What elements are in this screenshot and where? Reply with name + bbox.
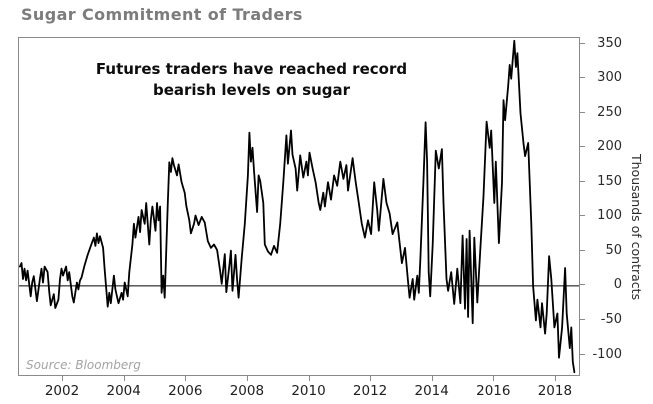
x-tick-label: 2004 [106,383,141,399]
x-tick-label: 2010 [291,383,326,399]
y-tick-label: 250 [597,104,622,120]
x-tick-mark [308,376,310,381]
x-tick-mark [431,376,433,381]
x-tick-label: 2018 [537,383,573,399]
y-tick-label: 0 [613,277,622,293]
y-tick-label: -50 [600,311,622,327]
annotation-text: Futures traders have reached record bear… [59,59,444,101]
y-tick-mark [580,353,585,355]
chart-title: Sugar Commitment of Traders [21,5,303,24]
y-tick-label: 150 [597,173,622,189]
y-tick-mark [580,284,585,286]
y-tick-label: 100 [597,208,622,224]
plot-area: Futures traders have reached record bear… [18,37,580,376]
line-plot [19,39,579,374]
x-tick-mark [62,376,63,381]
x-tick-mark [123,376,125,381]
x-tick-label: 2002 [44,383,80,399]
x-tick-mark [185,376,187,381]
y-tick-mark [580,111,585,113]
y-tick-mark [580,42,585,44]
x-tick-label: 2014 [414,383,449,399]
series-line [19,39,576,374]
source-label: Source: Bloomberg [26,358,141,372]
y-tick-mark [580,77,585,79]
x-tick-mark [493,376,495,381]
y-axis-title: Thousands of contracts [629,153,644,301]
annotation-line-1: Futures traders have reached record [95,60,408,78]
y-tick-mark [580,249,585,251]
y-tick-label: 50 [605,242,622,258]
y-tick-label: 200 [597,139,622,155]
x-tick-label: 2006 [168,383,203,399]
y-tick-mark [580,318,585,320]
y-tick-mark [580,146,585,148]
y-tick-label: 350 [597,35,622,51]
x-tick-label: 2016 [476,383,511,399]
y-tick-mark [580,180,585,182]
x-tick-label: 2008 [229,383,265,399]
y-tick-label: -100 [592,346,622,362]
annotation-line-2: bearish levels on sugar [152,81,351,99]
y-tick-mark [580,215,585,217]
x-tick-mark [554,376,556,381]
y-tick-label: 300 [597,70,622,86]
x-tick-label: 2012 [352,383,388,399]
x-tick-mark [370,376,372,381]
x-tick-mark [246,376,248,381]
